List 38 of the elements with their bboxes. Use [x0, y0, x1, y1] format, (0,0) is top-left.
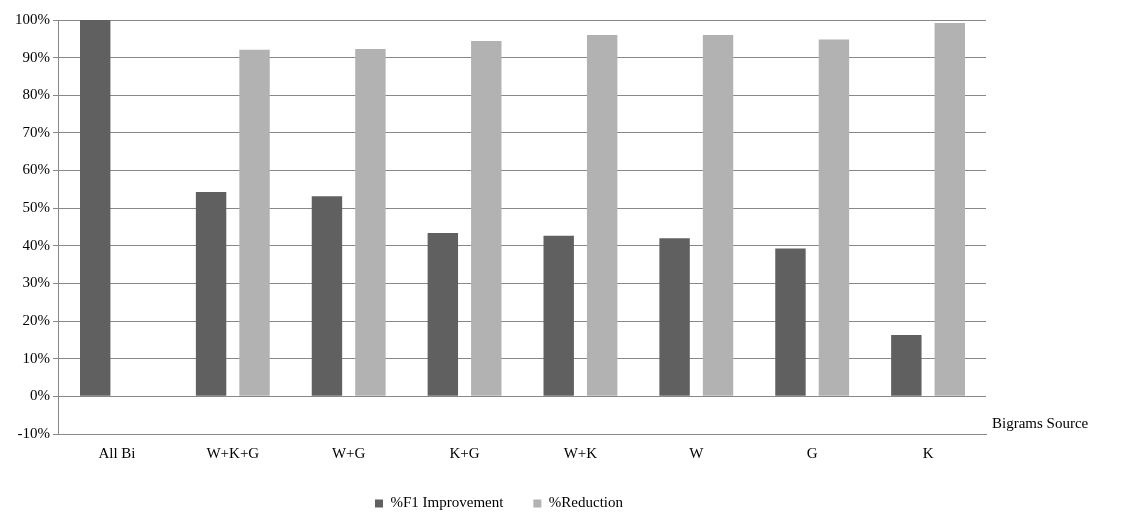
bar [586, 35, 618, 396]
y-tick-label: 60% [22, 161, 50, 178]
y-tick-label: 20% [22, 312, 50, 329]
bar [427, 233, 459, 396]
bar [239, 49, 270, 396]
bar [934, 23, 965, 396]
x-tick-label: W [689, 444, 705, 461]
bar [543, 235, 574, 396]
x-tick-label: K+G [449, 444, 480, 461]
legend-label: %Reduction [548, 494, 624, 511]
bar [818, 39, 850, 396]
x-tick-label: K [922, 444, 934, 461]
y-tick-label: 40% [22, 236, 50, 253]
legend-label: %F1 Improvement [390, 494, 505, 511]
x-tick-label: W+K [563, 444, 598, 461]
bar [195, 192, 227, 396]
y-tick-label: 80% [22, 86, 50, 103]
x-axis-title: Bigrams Source [992, 415, 1089, 432]
bar [471, 41, 502, 396]
x-tick-label: G [806, 444, 818, 461]
y-tick-label: 0% [30, 387, 50, 404]
y-tick-label: 70% [22, 123, 50, 140]
y-tick-label: 50% [22, 199, 50, 216]
bar [775, 248, 806, 396]
y-tick-label: 30% [22, 274, 50, 291]
bar [659, 238, 690, 396]
x-tick-label: W+G [331, 444, 366, 461]
bar [702, 35, 734, 396]
bar [311, 196, 343, 396]
y-tick-label: 100% [15, 10, 50, 27]
y-tick-label: 90% [22, 48, 50, 65]
y-tick-label: -10% [17, 424, 50, 441]
y-tick-label: 10% [22, 349, 50, 366]
x-tick-label: W+K+G [206, 444, 260, 461]
x-tick-label: All Bi [98, 444, 136, 461]
bar [891, 335, 922, 396]
bar [355, 48, 386, 396]
bar [80, 20, 111, 396]
